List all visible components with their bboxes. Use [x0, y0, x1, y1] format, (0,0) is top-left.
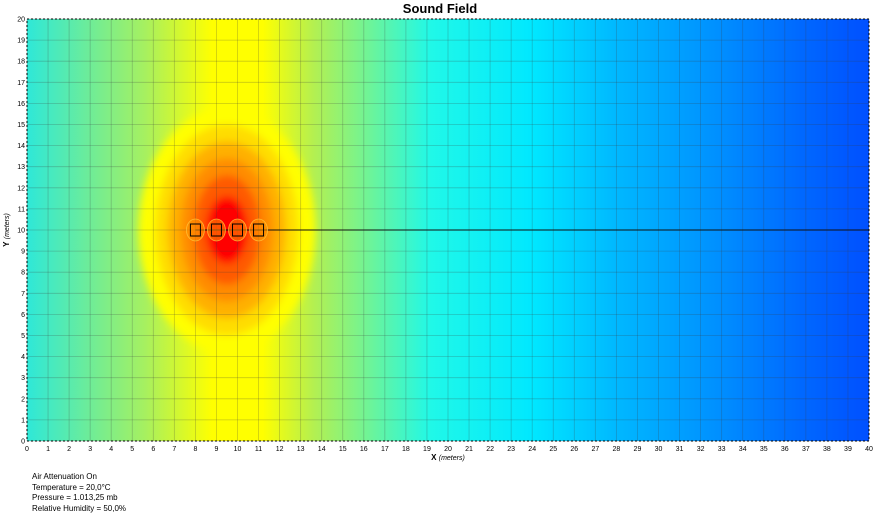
source-marks	[185, 218, 869, 242]
x-tick-label: 16	[360, 446, 368, 453]
x-tick-label: 37	[802, 446, 810, 453]
y-tick-label: 2	[21, 396, 25, 403]
sound-hotspot	[138, 107, 316, 353]
y-tick-label: 0	[21, 439, 25, 446]
x-tick-label: 15	[339, 446, 347, 453]
x-tick-label: 11	[255, 446, 262, 453]
x-tick-label: 29	[634, 446, 642, 453]
x-tick-label: 20	[444, 446, 452, 453]
x-axis-ticks: 0 1 2 3 4 5 6 7 8 9 10 11 12 13 14 15 16 17 18 19 20 21 22 23 24…	[25, 446, 873, 453]
sound-source-3	[228, 218, 247, 242]
y-tick-label: 10	[17, 228, 25, 235]
grid-lines	[26, 18, 870, 442]
x-tick-label: 36	[781, 446, 789, 453]
y-tick-label: 4	[21, 354, 25, 361]
sound-source-4	[249, 218, 268, 242]
x-tick-label: 30	[655, 446, 663, 453]
y-tick-label: 3	[21, 375, 25, 382]
x-tick-label: 19	[423, 446, 431, 453]
sound-source-1	[185, 218, 205, 242]
x-tick-label: 5	[130, 446, 134, 453]
x-tick-label: 24	[528, 446, 536, 453]
y-tick-label: 6	[21, 312, 25, 319]
x-tick-label: 21	[465, 446, 473, 453]
x-tick-label: 23	[507, 446, 515, 453]
x-tick-label: 12	[276, 446, 284, 453]
x-tick-label: 26	[570, 446, 578, 453]
x-tick-label: 35	[760, 446, 768, 453]
x-tick-label: 8	[193, 446, 197, 453]
chart-title: Sound Field	[402, 1, 478, 16]
x-tick-label: 17	[381, 446, 389, 453]
y-axis-title: Y (meters)	[2, 213, 11, 247]
x-tick-label: 25	[549, 446, 557, 453]
x-tick-label: 9	[214, 446, 218, 453]
y-tick-label: 1	[21, 417, 25, 424]
x-tick-label: 31	[676, 446, 684, 453]
humidity-text: Relative Humidity = 50,0%	[32, 503, 127, 513]
x-tick-label: 4	[109, 446, 113, 453]
x-tick-label: 6	[151, 446, 155, 453]
air-attenuation-text: Air Attenuation On	[32, 472, 97, 481]
y-tick-label: 5	[21, 333, 25, 340]
y-tick-label: 19	[17, 38, 25, 45]
y-tick-label: 11	[18, 206, 25, 213]
y-tick-label: 8	[21, 270, 25, 277]
environment-info: Air Attenuation On Temperature = 20,0°C …	[32, 472, 126, 514]
y-tick-label: 14	[17, 143, 25, 150]
x-tick-label: 1	[46, 446, 50, 453]
x-tick-label: 33	[718, 446, 726, 453]
x-tick-label: 18	[402, 446, 410, 453]
y-tick-label: 15	[17, 122, 25, 129]
temperature-text: Temperature = 20,0°C	[32, 482, 111, 492]
x-tick-label: 2	[67, 446, 71, 453]
pressure-text: Pressure = 1.013,25 mb	[32, 493, 118, 502]
x-tick-label: 28	[613, 446, 621, 453]
y-tick-label: 18	[17, 59, 25, 66]
x-tick-label: 0	[25, 446, 29, 453]
sound-source-2	[207, 218, 226, 242]
x-tick-label: 10	[234, 446, 242, 453]
x-tick-label: 39	[844, 446, 852, 453]
x-tick-label: 22	[486, 446, 494, 453]
y-tick-label: 9	[21, 249, 25, 256]
x-axis-title: X (meters)	[431, 453, 465, 462]
plot-frame	[26, 18, 870, 442]
x-tick-label: 13	[297, 446, 305, 453]
y-tick-label: 20	[17, 17, 25, 24]
y-tick-label: 17	[17, 80, 25, 87]
x-tick-label: 40	[865, 446, 873, 453]
x-tick-label: 38	[823, 446, 831, 453]
y-tick-label: 7	[21, 291, 25, 298]
x-tick-label: 7	[172, 446, 176, 453]
y-tick-label: 12	[17, 185, 25, 192]
y-tick-label: 13	[17, 164, 25, 171]
x-tick-label: 34	[739, 446, 747, 453]
x-tick-label: 27	[591, 446, 599, 453]
x-tick-label: 14	[318, 446, 326, 453]
x-tick-label: 3	[88, 446, 92, 453]
y-tick-label: 16	[17, 101, 25, 108]
x-tick-label: 32	[697, 446, 705, 453]
